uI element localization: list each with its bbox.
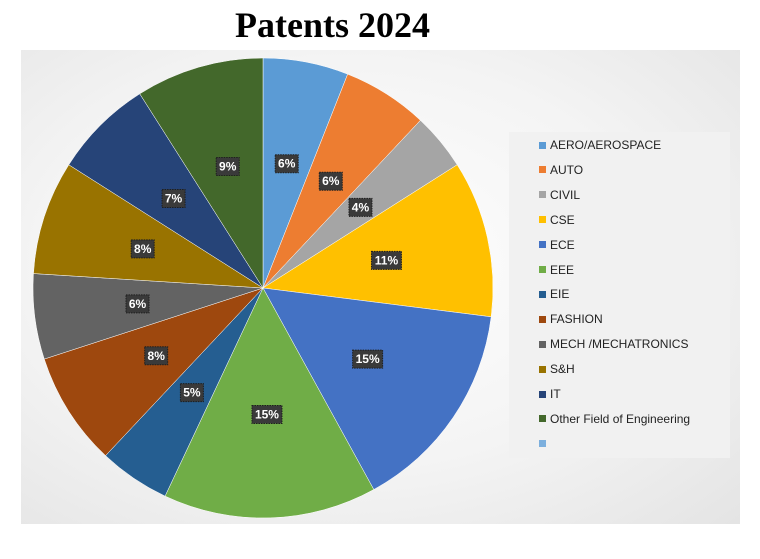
pie-slice-cse — [262, 164, 494, 318]
legend-item-ece: ECE — [539, 237, 575, 253]
data-label-text: 9% — [219, 160, 237, 174]
data-label-text: 5% — [183, 386, 201, 400]
legend-label: MECH /MECHATRONICS — [550, 337, 689, 352]
legend-swatch — [539, 241, 546, 249]
legend-label: ECE — [550, 237, 575, 252]
legend-swatch — [539, 440, 546, 448]
legend-swatch — [539, 141, 546, 149]
data-label-other-field-of-engineering: 9% — [215, 157, 240, 177]
legend-item-cse: CSE — [539, 212, 575, 228]
legend-item-other-field-of-engineering: Other Field of Engineering — [539, 411, 690, 427]
data-label-fashion: 8% — [144, 346, 169, 366]
legend-swatch — [539, 390, 546, 398]
legend-swatch — [539, 290, 546, 298]
data-label-mech-mechatronics: 6% — [125, 294, 150, 314]
data-label-text: 6% — [322, 174, 340, 188]
legend-label: EEE — [550, 262, 575, 277]
legend-label: AERO/AEROSPACE — [550, 138, 662, 152]
data-label-aero-aerospace: 6% — [274, 154, 299, 174]
legend-swatch — [539, 340, 546, 348]
data-label-eee: 15% — [251, 404, 283, 424]
legend-swatch — [539, 216, 546, 224]
legend-item-fashion: FASHION — [539, 311, 603, 327]
pie-slice-s-h — [33, 164, 264, 289]
data-label-it: 7% — [161, 189, 186, 209]
data-label-civil: 4% — [348, 197, 373, 217]
data-label-cse: 11% — [370, 250, 402, 270]
legend-label: Other Field of Engineering — [550, 411, 691, 426]
pie-slice-other-field-of-engineering — [139, 57, 264, 289]
legend-label: S&H — [550, 362, 575, 377]
chart-title: Patents 2024 — [235, 5, 430, 45]
data-label-auto: 6% — [318, 171, 343, 191]
legend-item-aero-aerospace: AERO/AEROSPACE — [539, 137, 661, 153]
legend-item-mech-mechatronics: MECH /MECHATRONICS — [539, 336, 688, 352]
legend-item-it: IT — [539, 386, 561, 402]
legend-label: FASHION — [550, 312, 603, 327]
legend-label: IT — [550, 387, 561, 401]
data-label-text: 6% — [129, 297, 147, 311]
legend-swatch — [539, 315, 546, 323]
pie-slice-fashion — [43, 287, 264, 457]
data-label-ece: 15% — [352, 349, 384, 369]
data-label-text: 15% — [356, 352, 380, 366]
legend-label: EIE — [550, 287, 570, 302]
data-label-text: 7% — [165, 192, 183, 206]
legend-item-auto: AUTO — [539, 162, 583, 178]
legend-item-eee: EEE — [539, 262, 574, 278]
legend-swatch — [539, 266, 546, 273]
legend-item-eie: EIE — [539, 286, 569, 302]
data-label-text: 4% — [352, 200, 370, 214]
legend-item-s-h: S&H — [539, 361, 575, 377]
legend-label: CSE — [550, 212, 575, 227]
legend-item-civil: CIVIL — [539, 187, 580, 203]
pie-slice-eee — [164, 287, 375, 519]
legend-swatch — [539, 415, 546, 423]
legend-swatch — [539, 191, 546, 199]
legend-swatch — [539, 365, 546, 373]
data-label-text: 6% — [278, 157, 296, 171]
pie-slice-ece — [262, 287, 492, 490]
data-label-s-h: 8% — [130, 239, 155, 259]
legend-swatch — [539, 166, 546, 174]
data-label-text: 8% — [134, 242, 152, 256]
data-label-text: 8% — [148, 349, 166, 363]
legend-label: AUTO — [550, 162, 584, 177]
legend-item-blank — [539, 436, 550, 452]
data-label-text: 11% — [375, 253, 399, 267]
data-label-eie: 5% — [179, 383, 204, 403]
legend-label: CIVIL — [550, 187, 581, 202]
data-label-text: 15% — [255, 407, 279, 421]
